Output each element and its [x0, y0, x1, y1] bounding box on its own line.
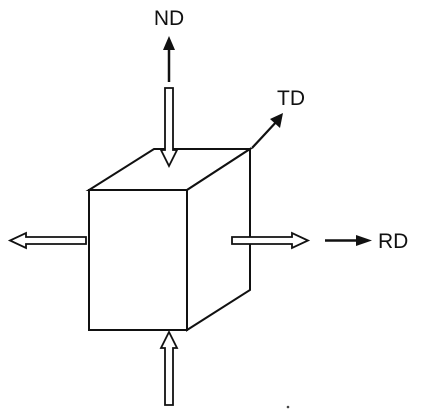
tension-arrow-right: [231, 231, 311, 250]
nd-label: ND: [154, 7, 184, 30]
scan-speck: [286, 405, 290, 409]
td-label: TD: [277, 87, 305, 110]
cube-front-face: [88, 189, 188, 331]
rd-axis-arrow: [325, 235, 372, 246]
rd-label: RD: [378, 230, 408, 253]
cube: [85, 147, 254, 332]
compression-arrow-bottom: [159, 329, 179, 406]
tension-arrow-left: [7, 231, 87, 250]
compression-arrow-top: [159, 87, 179, 169]
td-axis-arrow: [251, 113, 283, 149]
nd-axis-arrow: [163, 36, 175, 82]
